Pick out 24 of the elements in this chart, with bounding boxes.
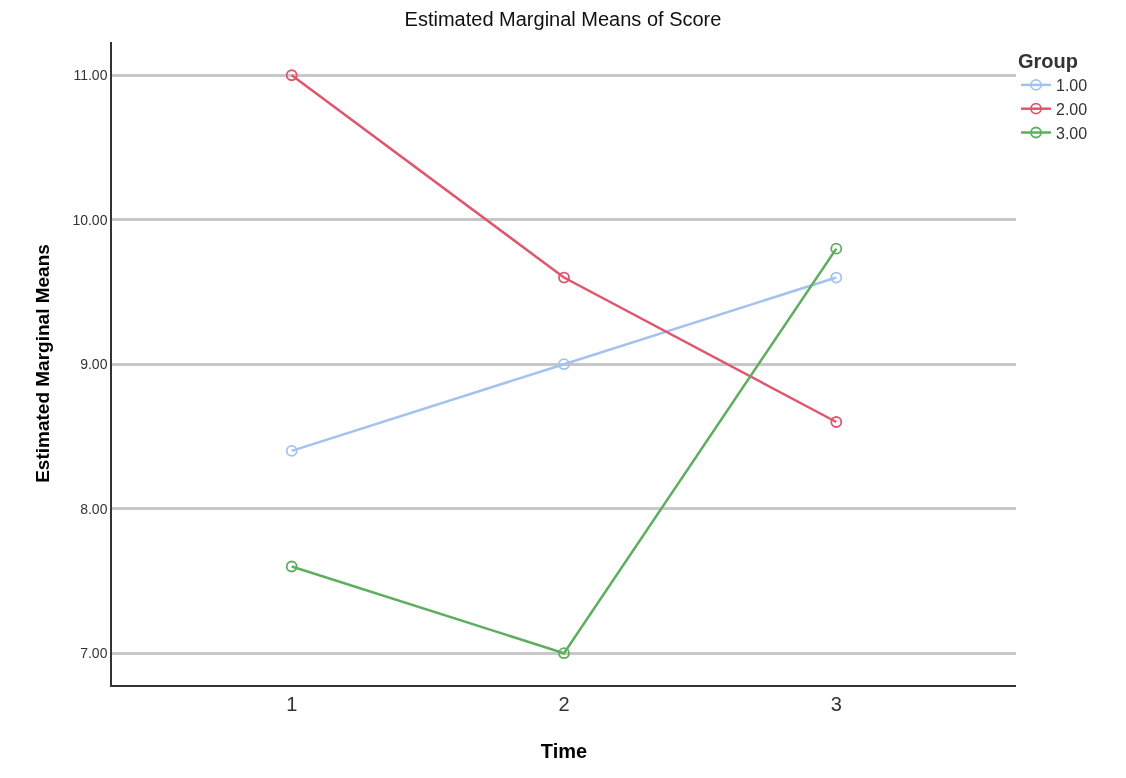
y-axis-title: Estimated Marginal Means [31, 244, 53, 483]
point [830, 271, 843, 284]
point [285, 69, 298, 82]
point [830, 416, 843, 428]
y-tick-label: 11.00 [73, 67, 108, 84]
point [285, 445, 298, 457]
point [558, 647, 570, 660]
legend-label: 1.00 [1056, 77, 1088, 95]
x-tick-label: 1 [286, 692, 298, 715]
x-tick-label: 2 [558, 692, 570, 715]
legend-title: Group [1018, 50, 1078, 72]
point [558, 271, 570, 284]
point [558, 358, 570, 371]
x-axis-title: Time [540, 739, 588, 762]
point [830, 242, 843, 255]
y-tick-label: 10.00 [72, 211, 108, 228]
legend-label: 2.00 [1056, 100, 1088, 118]
y-tick-label: 9.00 [80, 356, 108, 373]
y-tick-label: 8.00 [80, 500, 108, 517]
y-tick-label: 7.00 [80, 645, 108, 662]
chart-title: Estimated Marginal Means of Score [404, 7, 722, 30]
legend-label: 3.00 [1056, 124, 1088, 142]
x-tick-label: 3 [830, 692, 842, 715]
point [285, 560, 298, 573]
